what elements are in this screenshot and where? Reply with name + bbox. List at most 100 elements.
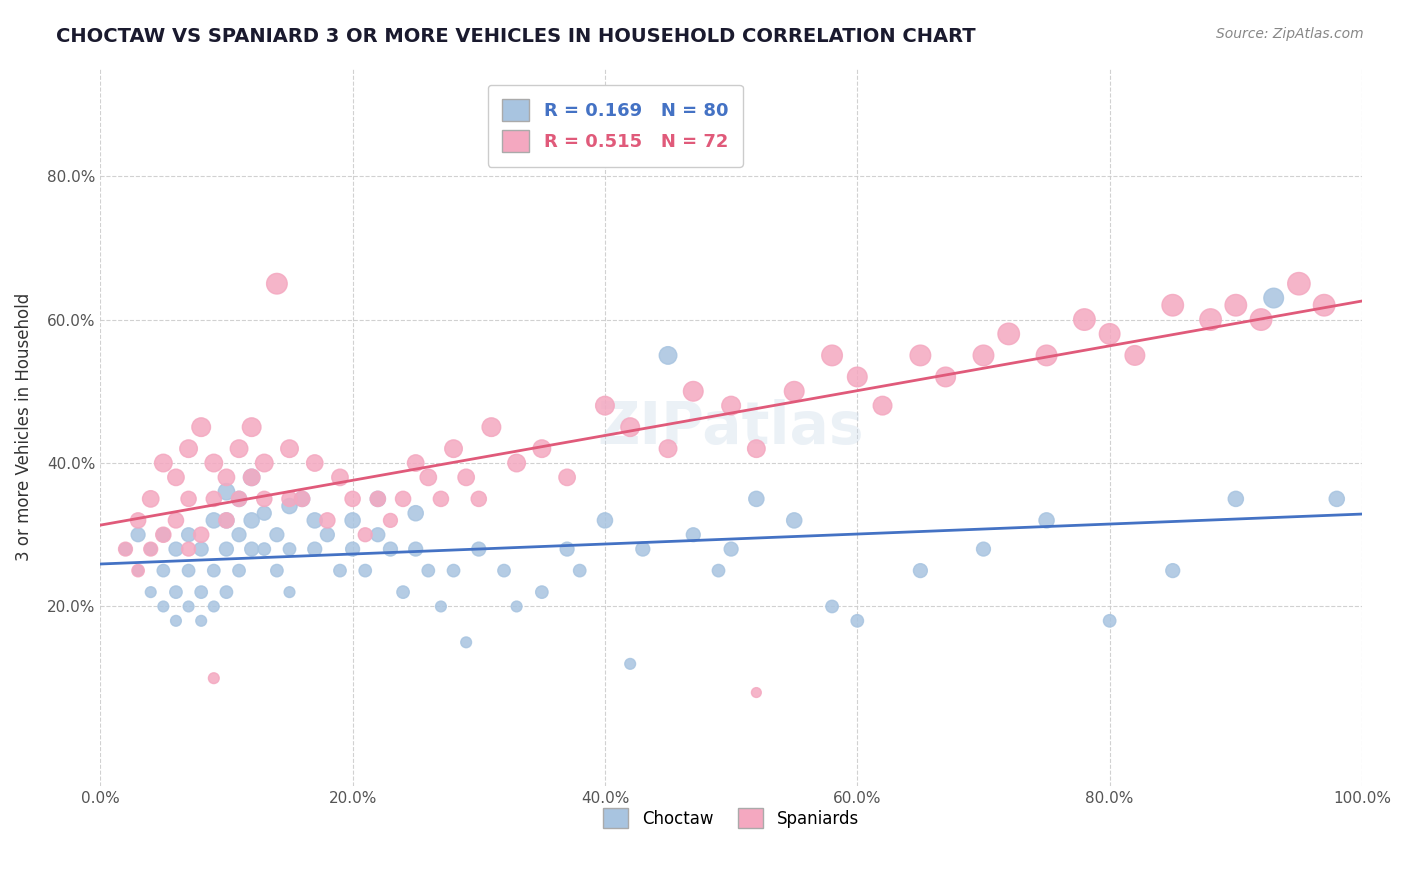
Point — [1288, 277, 1310, 291]
Point — [657, 442, 679, 456]
Point — [304, 542, 326, 557]
Point — [707, 564, 730, 578]
Point — [127, 564, 149, 578]
Point — [682, 384, 704, 399]
Point — [215, 484, 238, 499]
Point — [342, 513, 364, 527]
Point — [291, 491, 314, 506]
Point — [1035, 513, 1057, 527]
Point — [266, 527, 288, 541]
Point — [127, 527, 149, 541]
Point — [215, 513, 238, 527]
Point — [304, 513, 326, 527]
Point — [1326, 491, 1348, 506]
Point — [783, 513, 806, 527]
Point — [190, 420, 212, 434]
Point — [215, 585, 238, 599]
Point — [530, 442, 553, 456]
Point — [910, 348, 932, 362]
Point — [1225, 491, 1247, 506]
Point — [972, 542, 994, 557]
Point — [342, 491, 364, 506]
Point — [443, 564, 465, 578]
Point — [872, 399, 894, 413]
Point — [139, 491, 162, 506]
Point — [443, 442, 465, 456]
Point — [139, 542, 162, 557]
Point — [177, 491, 200, 506]
Point — [745, 685, 768, 699]
Point — [190, 614, 212, 628]
Point — [177, 564, 200, 578]
Point — [253, 506, 276, 520]
Point — [745, 491, 768, 506]
Point — [215, 542, 238, 557]
Point — [619, 420, 641, 434]
Point — [165, 470, 187, 484]
Point — [593, 399, 616, 413]
Point — [240, 420, 263, 434]
Point — [304, 456, 326, 470]
Point — [202, 513, 225, 527]
Point — [240, 470, 263, 484]
Point — [418, 470, 440, 484]
Point — [1098, 326, 1121, 341]
Point — [846, 614, 869, 628]
Point — [456, 470, 478, 484]
Text: Source: ZipAtlas.com: Source: ZipAtlas.com — [1216, 27, 1364, 41]
Point — [1161, 564, 1184, 578]
Point — [430, 491, 453, 506]
Point — [202, 599, 225, 614]
Point — [190, 542, 212, 557]
Point — [468, 542, 491, 557]
Point — [555, 542, 578, 557]
Point — [266, 277, 288, 291]
Point — [240, 513, 263, 527]
Point — [278, 491, 301, 506]
Point — [240, 542, 263, 557]
Point — [215, 513, 238, 527]
Point — [152, 599, 174, 614]
Point — [329, 470, 352, 484]
Point — [278, 585, 301, 599]
Point — [418, 564, 440, 578]
Point — [910, 564, 932, 578]
Point — [177, 542, 200, 557]
Point — [354, 527, 377, 541]
Point — [316, 527, 339, 541]
Point — [657, 348, 679, 362]
Point — [165, 513, 187, 527]
Point — [190, 585, 212, 599]
Point — [152, 456, 174, 470]
Point — [505, 456, 527, 470]
Point — [177, 527, 200, 541]
Point — [846, 370, 869, 384]
Point — [1250, 312, 1272, 326]
Point — [392, 585, 415, 599]
Point — [139, 585, 162, 599]
Point — [278, 499, 301, 513]
Point — [1263, 291, 1285, 305]
Point — [821, 599, 844, 614]
Point — [631, 542, 654, 557]
Point — [152, 527, 174, 541]
Point — [139, 542, 162, 557]
Point — [593, 513, 616, 527]
Text: CHOCTAW VS SPANIARD 3 OR MORE VEHICLES IN HOUSEHOLD CORRELATION CHART: CHOCTAW VS SPANIARD 3 OR MORE VEHICLES I… — [56, 27, 976, 45]
Point — [405, 506, 427, 520]
Point — [821, 348, 844, 362]
Point — [253, 456, 276, 470]
Point — [165, 585, 187, 599]
Point — [555, 470, 578, 484]
Point — [468, 491, 491, 506]
Point — [720, 399, 742, 413]
Point — [1161, 298, 1184, 312]
Point — [682, 527, 704, 541]
Point — [127, 564, 149, 578]
Point — [329, 564, 352, 578]
Point — [619, 657, 641, 671]
Point — [202, 491, 225, 506]
Legend: Choctaw, Spaniards: Choctaw, Spaniards — [596, 801, 866, 835]
Point — [152, 564, 174, 578]
Point — [997, 326, 1019, 341]
